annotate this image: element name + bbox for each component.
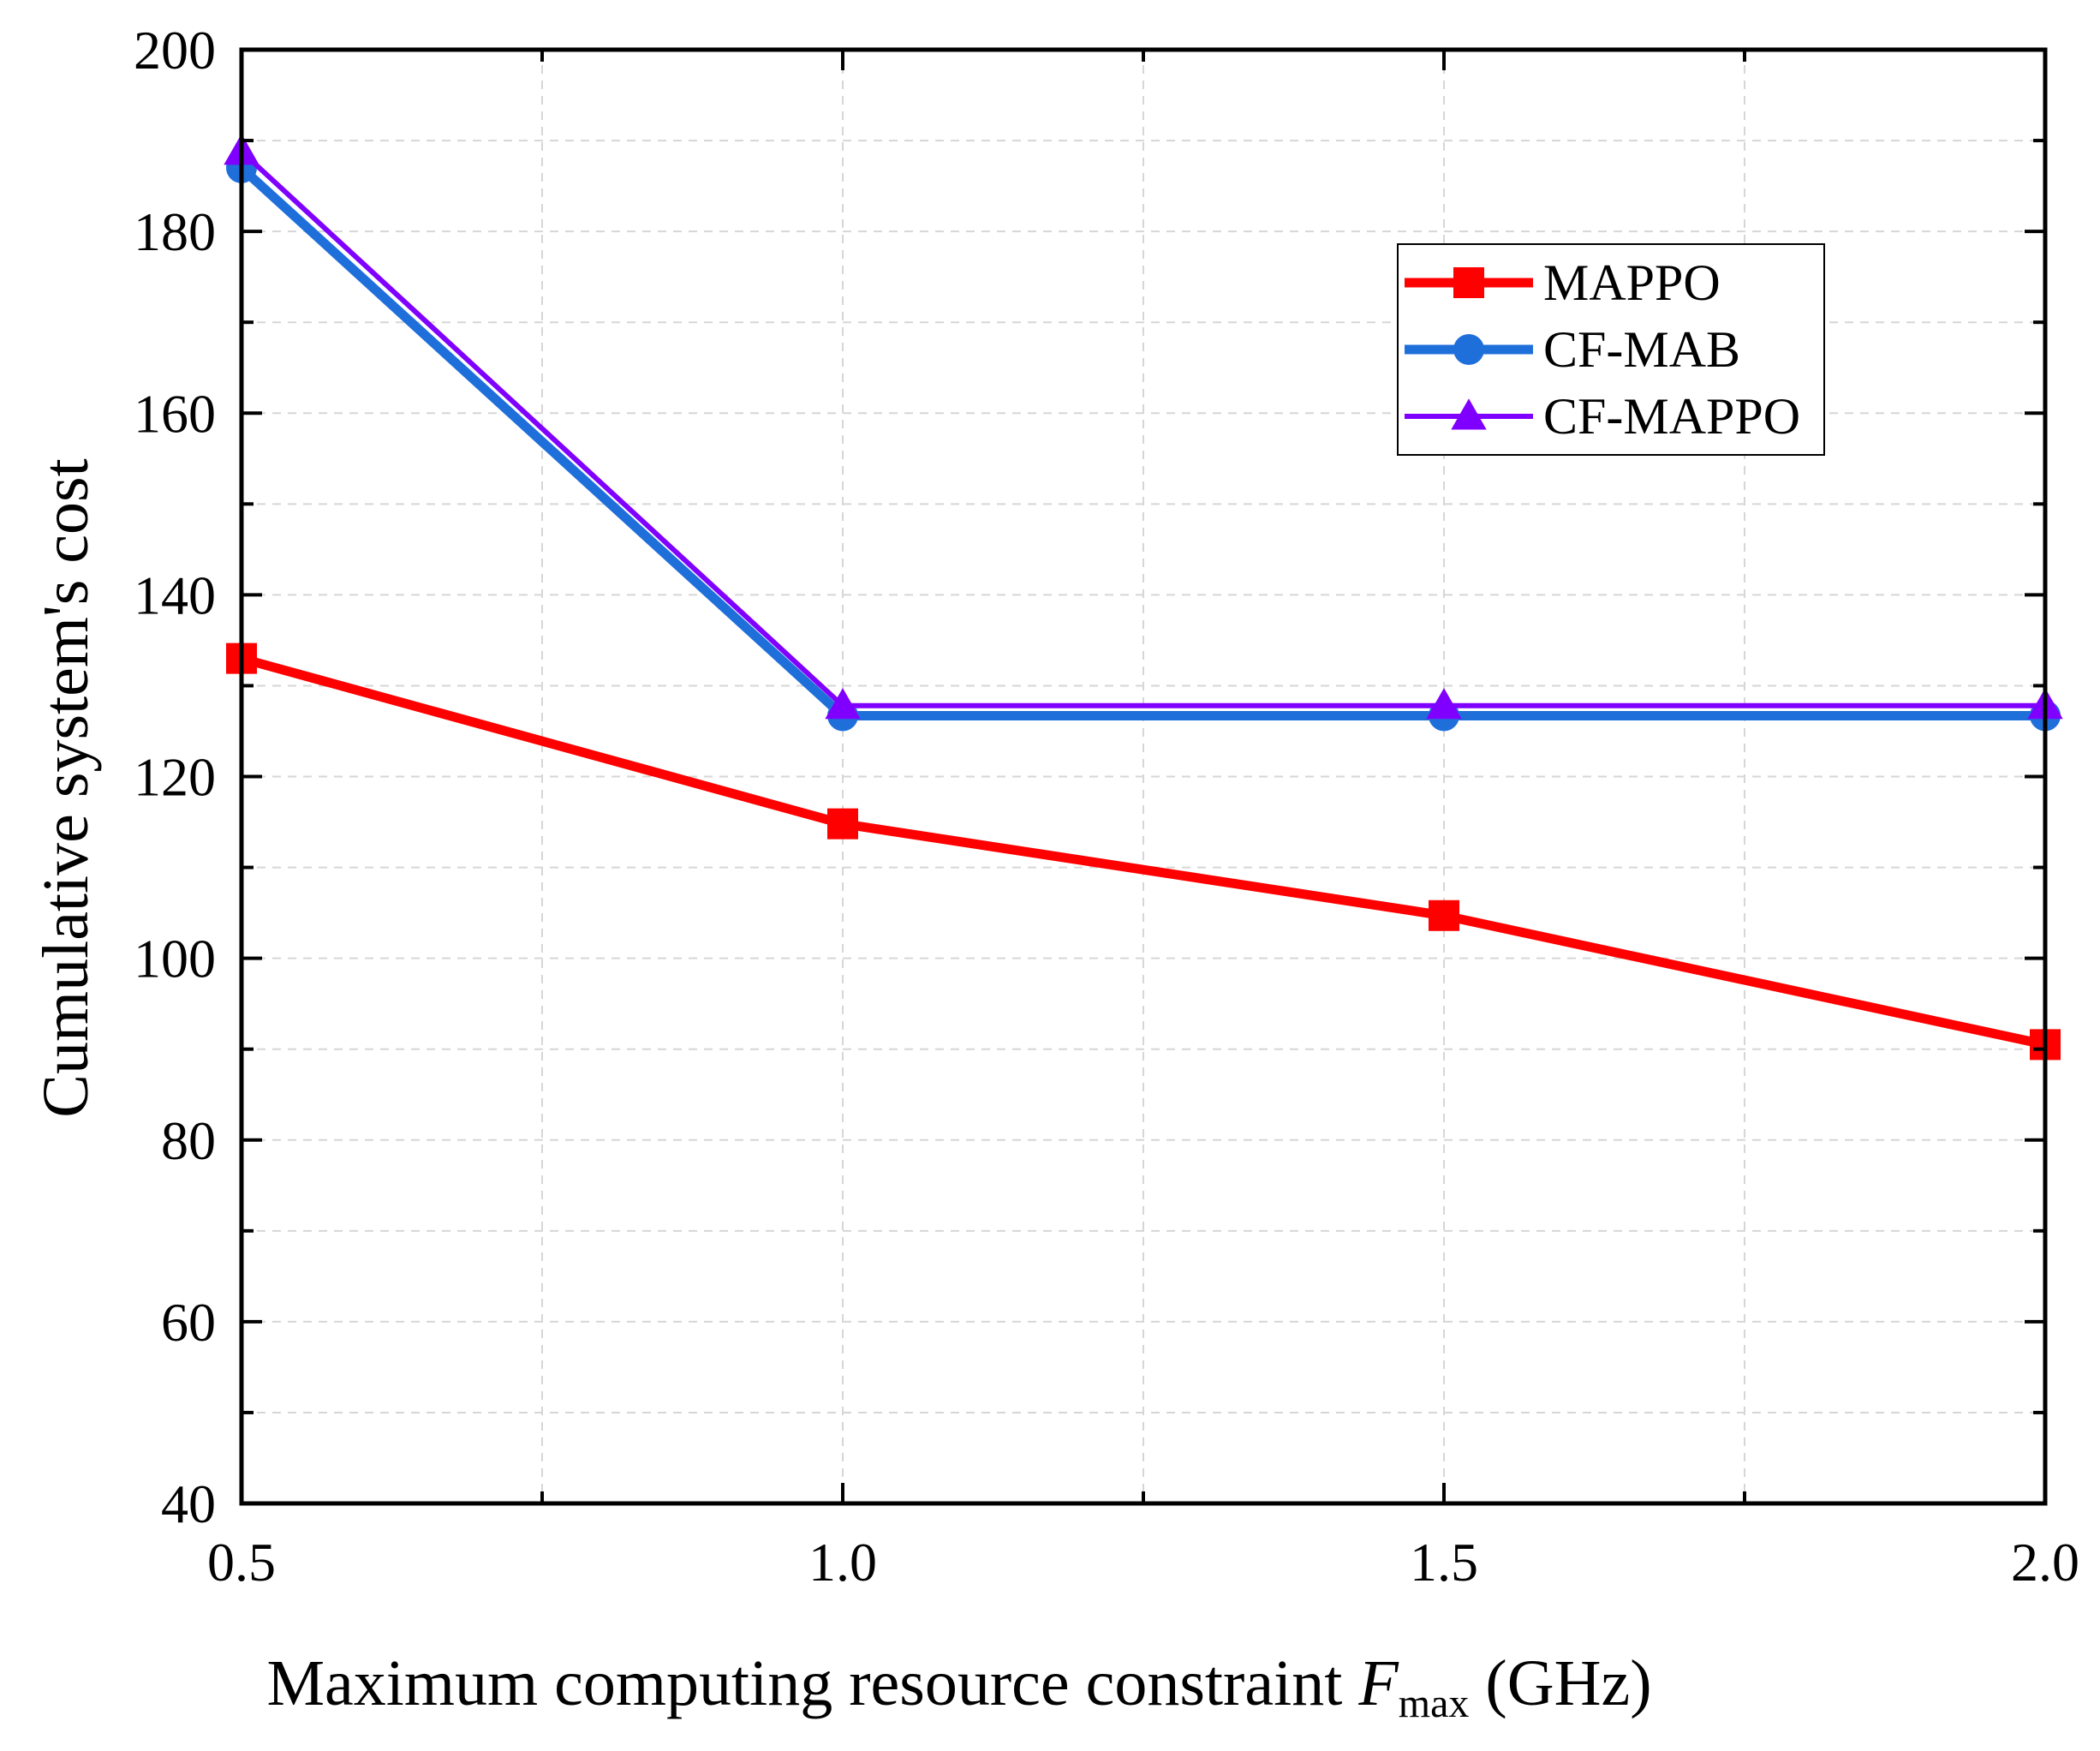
data-point-mappo: [827, 808, 858, 840]
x-tick-label: 1.0: [808, 1532, 877, 1593]
ticks: [240, 48, 2047, 1505]
series-mappo: [226, 642, 2061, 1061]
legend-label-cf-mab: CF-MAB: [1543, 321, 1740, 378]
x-axis-title-var: F: [1357, 1647, 1399, 1719]
x-axis-title-main: Maximum computing resource constraint: [266, 1647, 1358, 1719]
legend-label-cf-mappo: CF-MAPPO: [1543, 388, 1800, 445]
y-tick-label: 40: [161, 1473, 216, 1534]
data-point-cf-mappo: [825, 688, 861, 720]
y-tick-label: 100: [134, 929, 216, 989]
y-axis-title: Cumulative system's cost: [30, 458, 102, 1117]
x-tick-label: 2.0: [2011, 1532, 2079, 1593]
series-line-cf-mappo: [239, 149, 2045, 708]
x-axis-title: Maximum computing resource constraint Fm…: [266, 1647, 1651, 1726]
x-axis-title-unit: (GHz): [1469, 1647, 1651, 1719]
y-tick-labels: 40 60 80 100 120 140 160 180 200: [134, 20, 216, 1534]
series-layer: [224, 134, 2063, 1061]
y-tick-label: 80: [161, 1110, 216, 1171]
x-axis-title-sub: max: [1399, 1681, 1470, 1726]
y-tick-label: 160: [134, 383, 216, 444]
legend: MAPPO CF-MAB CF-MAPPO: [1397, 243, 1825, 456]
data-point-cf-mappo: [1426, 688, 1462, 720]
x-tick-label: 1.5: [1410, 1532, 1478, 1593]
y-tick-label: 200: [134, 20, 216, 81]
legend-marker-cf-mappo: [1451, 398, 1487, 430]
legend-label-mappo: MAPPO: [1543, 254, 1721, 311]
y-tick-label: 120: [134, 747, 216, 808]
x-tick-label: 0.5: [207, 1532, 276, 1593]
y-tick-label: 180: [134, 201, 216, 262]
y-tick-label: 60: [161, 1292, 216, 1353]
legend-marker-cf-mab: [1453, 334, 1484, 365]
series-line-mappo: [240, 654, 2047, 1049]
y-tick-label: 140: [134, 565, 216, 625]
series-line-cf-mab: [238, 164, 2045, 720]
legend-marker-mappo: [1453, 267, 1484, 298]
data-point-mappo: [1429, 899, 1459, 931]
x-tick-labels: 0.5 1.0 1.5 2.0: [207, 1532, 2079, 1593]
